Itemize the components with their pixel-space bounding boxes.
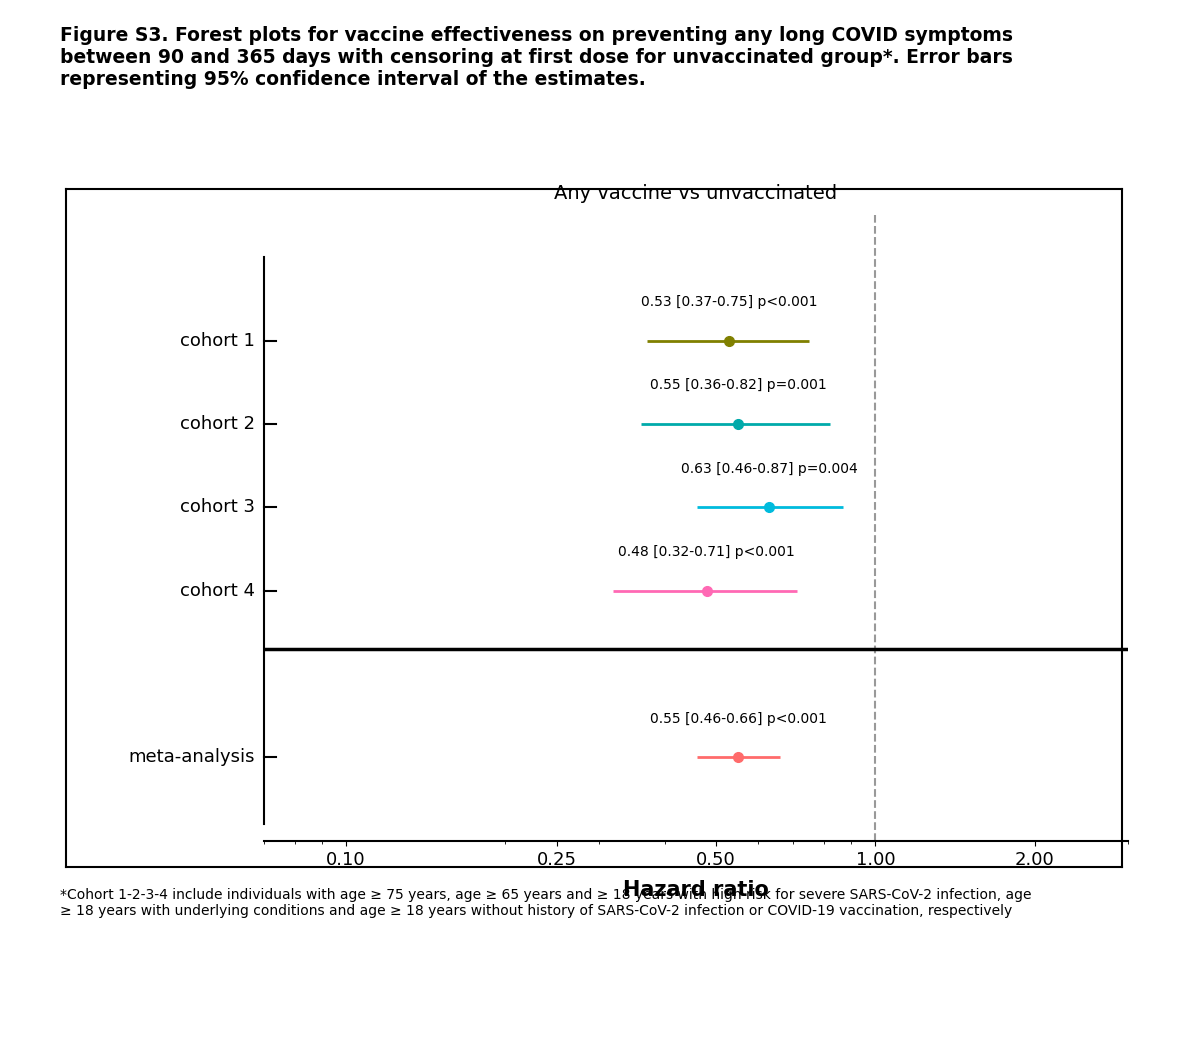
Text: cohort 1: cohort 1 [180, 331, 256, 350]
Text: Figure S3. Forest plots for vaccine effectiveness on preventing any long COVID s: Figure S3. Forest plots for vaccine effe… [60, 26, 1013, 89]
Text: 0.63 [0.46-0.87] p=0.004: 0.63 [0.46-0.87] p=0.004 [680, 461, 858, 476]
Text: *Cohort 1-2-3-4 include individuals with age ≥ 75 years, age ≥ 65 years and ≥ 18: *Cohort 1-2-3-4 include individuals with… [60, 888, 1032, 919]
Title: Any vaccine vs unvaccinated: Any vaccine vs unvaccinated [554, 184, 838, 203]
Text: cohort 4: cohort 4 [180, 581, 256, 600]
Text: 0.55 [0.46-0.66] p<0.001: 0.55 [0.46-0.66] p<0.001 [649, 712, 827, 726]
Text: 0.53 [0.37-0.75] p<0.001: 0.53 [0.37-0.75] p<0.001 [641, 295, 817, 309]
Text: 0.48 [0.32-0.71] p<0.001: 0.48 [0.32-0.71] p<0.001 [618, 545, 796, 559]
Text: cohort 2: cohort 2 [180, 415, 256, 433]
Text: 0.55 [0.36-0.82] p=0.001: 0.55 [0.36-0.82] p=0.001 [649, 378, 827, 392]
Text: cohort 3: cohort 3 [180, 498, 256, 516]
X-axis label: Hazard ratio: Hazard ratio [623, 880, 769, 900]
Text: meta-analysis: meta-analysis [128, 748, 256, 766]
